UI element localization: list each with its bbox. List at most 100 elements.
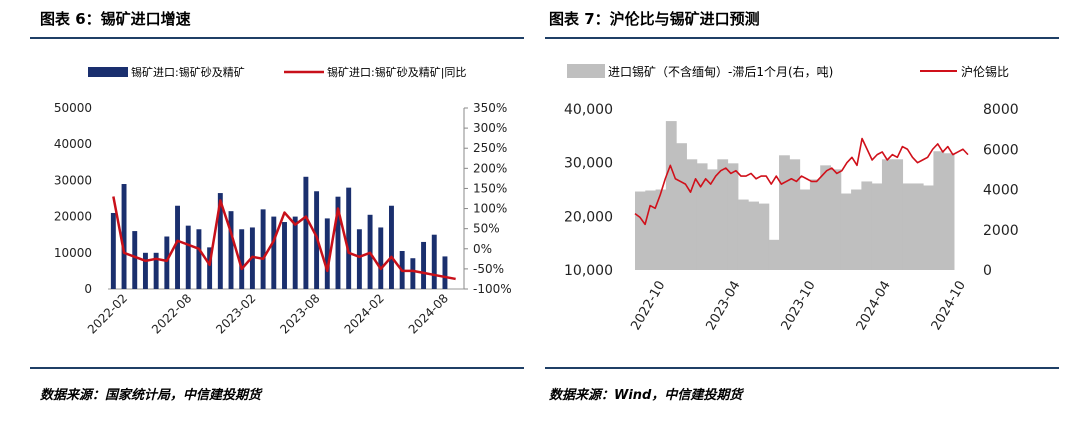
import-area-block [840,193,852,270]
import-area-block [635,191,646,270]
left-y-tick-label: 30000 [54,173,92,187]
x-tick-label: 2022-08 [149,291,194,336]
import-area-block [799,189,811,270]
import-area-block [943,153,955,270]
bar-mark [389,205,394,289]
bar-mark [132,231,138,289]
import-area-block [923,185,934,270]
bar-mark [356,229,362,289]
left-y-tick-label: 0 [84,282,92,296]
left-y-tick-label: 30,000 [564,156,613,172]
import-area-block [768,239,780,270]
left-y-tick-label: 50000 [54,101,92,115]
import-area-block [676,143,687,270]
import-area-block [665,121,677,270]
figure-7-chart: 进口锡矿（不含缅甸）-滞后1个月(右，吨) 沪伦锡比 10,000 20,000 30,… [564,64,1019,334]
x-tick-label: 2024-02 [342,291,387,336]
right-y-tick-label: -100% [473,282,512,296]
figure-6-bottom-rule [30,367,524,369]
left-y-tick-label: 10,000 [564,263,613,279]
import-area-block [686,159,698,270]
import-area-block [727,163,739,270]
right-y-tick-label: 0 [983,263,992,279]
legend-bar-label: 锡矿进口:锡矿砂及精矿 [131,65,245,79]
import-area-block [696,163,708,270]
import-area-block [820,165,832,270]
right-y-tick-label: 100% [473,202,507,216]
x-tick-label: 2023-08 [277,291,322,336]
bar-mark [346,187,352,289]
import-area-block [779,155,790,270]
bar-mark [292,216,298,289]
import-area-block [809,179,821,270]
bar-mark [271,216,277,289]
right-y-tick-label: 2000 [983,223,1019,239]
figure-6-chart: 锡矿进口:锡矿砂及精矿 锡矿进口:锡矿砂及精矿|同比 0 10000 20000 3000… [54,65,512,337]
figure-6-panel: 图表 6：锡矿进口增速 锡矿进口:锡矿砂及精矿 锡矿进口:锡矿砂及精矿|同比 0 10… [30,10,524,403]
bar-mark [196,229,202,289]
x-tick-label: 2024-04 [854,279,894,334]
right-y-tick-label: 50% [473,222,500,236]
legend-area-swatch [567,64,605,78]
right-y-tick-label: 200% [473,161,507,175]
ratio-line [634,137,969,226]
bar-mark [239,229,245,289]
right-y-tick-label: 150% [473,181,507,195]
import-area-block [881,159,893,270]
import-area-block [645,190,657,270]
left-y-tick-label: 20,000 [564,209,613,225]
figure-7-panel: 图表 7：沪伦比与锡矿进口预测 进口锡矿（不含缅甸）-滞后1个月(右，吨) 沪伦锡… [535,0,1070,421]
import-area-block [861,181,873,270]
bar-mark [303,176,309,289]
bar-mark [164,236,170,289]
bar-mark [410,258,416,289]
import-area-block [902,183,914,270]
figure-7-bottom-rule [545,367,1059,369]
bar-mark [335,196,341,289]
x-tick-label: 2024-08 [406,291,451,336]
left-y-tick-label: 20000 [54,210,92,224]
x-tick-label: 2022-10 [628,279,668,334]
import-area-block [912,183,924,270]
import-area-block [871,183,883,270]
left-y-tick-label: 40,000 [564,102,613,118]
right-y-tick-label: -50% [473,262,504,276]
import-area-block [830,169,842,270]
bar-mark [282,222,287,289]
bar-mark [142,252,148,289]
bar-mark [110,212,116,289]
x-tick-label: 2023-04 [703,279,743,334]
bar-mark [121,184,127,289]
bar-mark [378,227,384,289]
bar-mark [324,218,330,289]
bar-mark [421,241,427,289]
left-y-tick-label: 10000 [54,246,92,260]
figure-7-source: 数据来源：Wind，中信建投期货 [549,388,743,403]
legend-area-label: 进口锡矿（不含缅甸）-滞后1个月(右，吨) [608,64,833,79]
legend-bar-swatch [88,67,128,77]
bar-mark [217,193,223,289]
figure-7-title: 图表 7：沪伦比与锡矿进口预测 [549,10,760,28]
right-y-tick-label: 6000 [983,142,1019,158]
import-area-block [758,203,770,270]
import-area-block [707,169,718,270]
x-tick-label: 2022-02 [85,291,130,336]
figure-6-top-rule [30,37,524,39]
right-y-tick-label: 4000 [983,183,1019,199]
import-area-block [748,201,759,270]
right-y-tick-label: 8000 [983,102,1019,118]
right-y-tick-label: 0% [473,242,492,256]
legend-line-label: 沪伦锡比 [961,64,1009,79]
import-area-block [737,199,749,270]
left-y-tick-label: 40000 [54,137,92,151]
legend-line-label: 锡矿进口:锡矿砂及精矿|同比 [327,65,466,79]
import-area-block [789,159,801,270]
import-area-block [892,159,904,270]
right-y-tick-label: 250% [473,141,507,155]
bar-mark [260,209,266,289]
bar-mark [431,234,437,289]
x-tick-label: 2023-10 [779,279,819,334]
import-area-block [933,151,945,270]
figure-7-top-rule [545,37,1059,39]
right-y-tick-label: 350% [473,101,507,115]
